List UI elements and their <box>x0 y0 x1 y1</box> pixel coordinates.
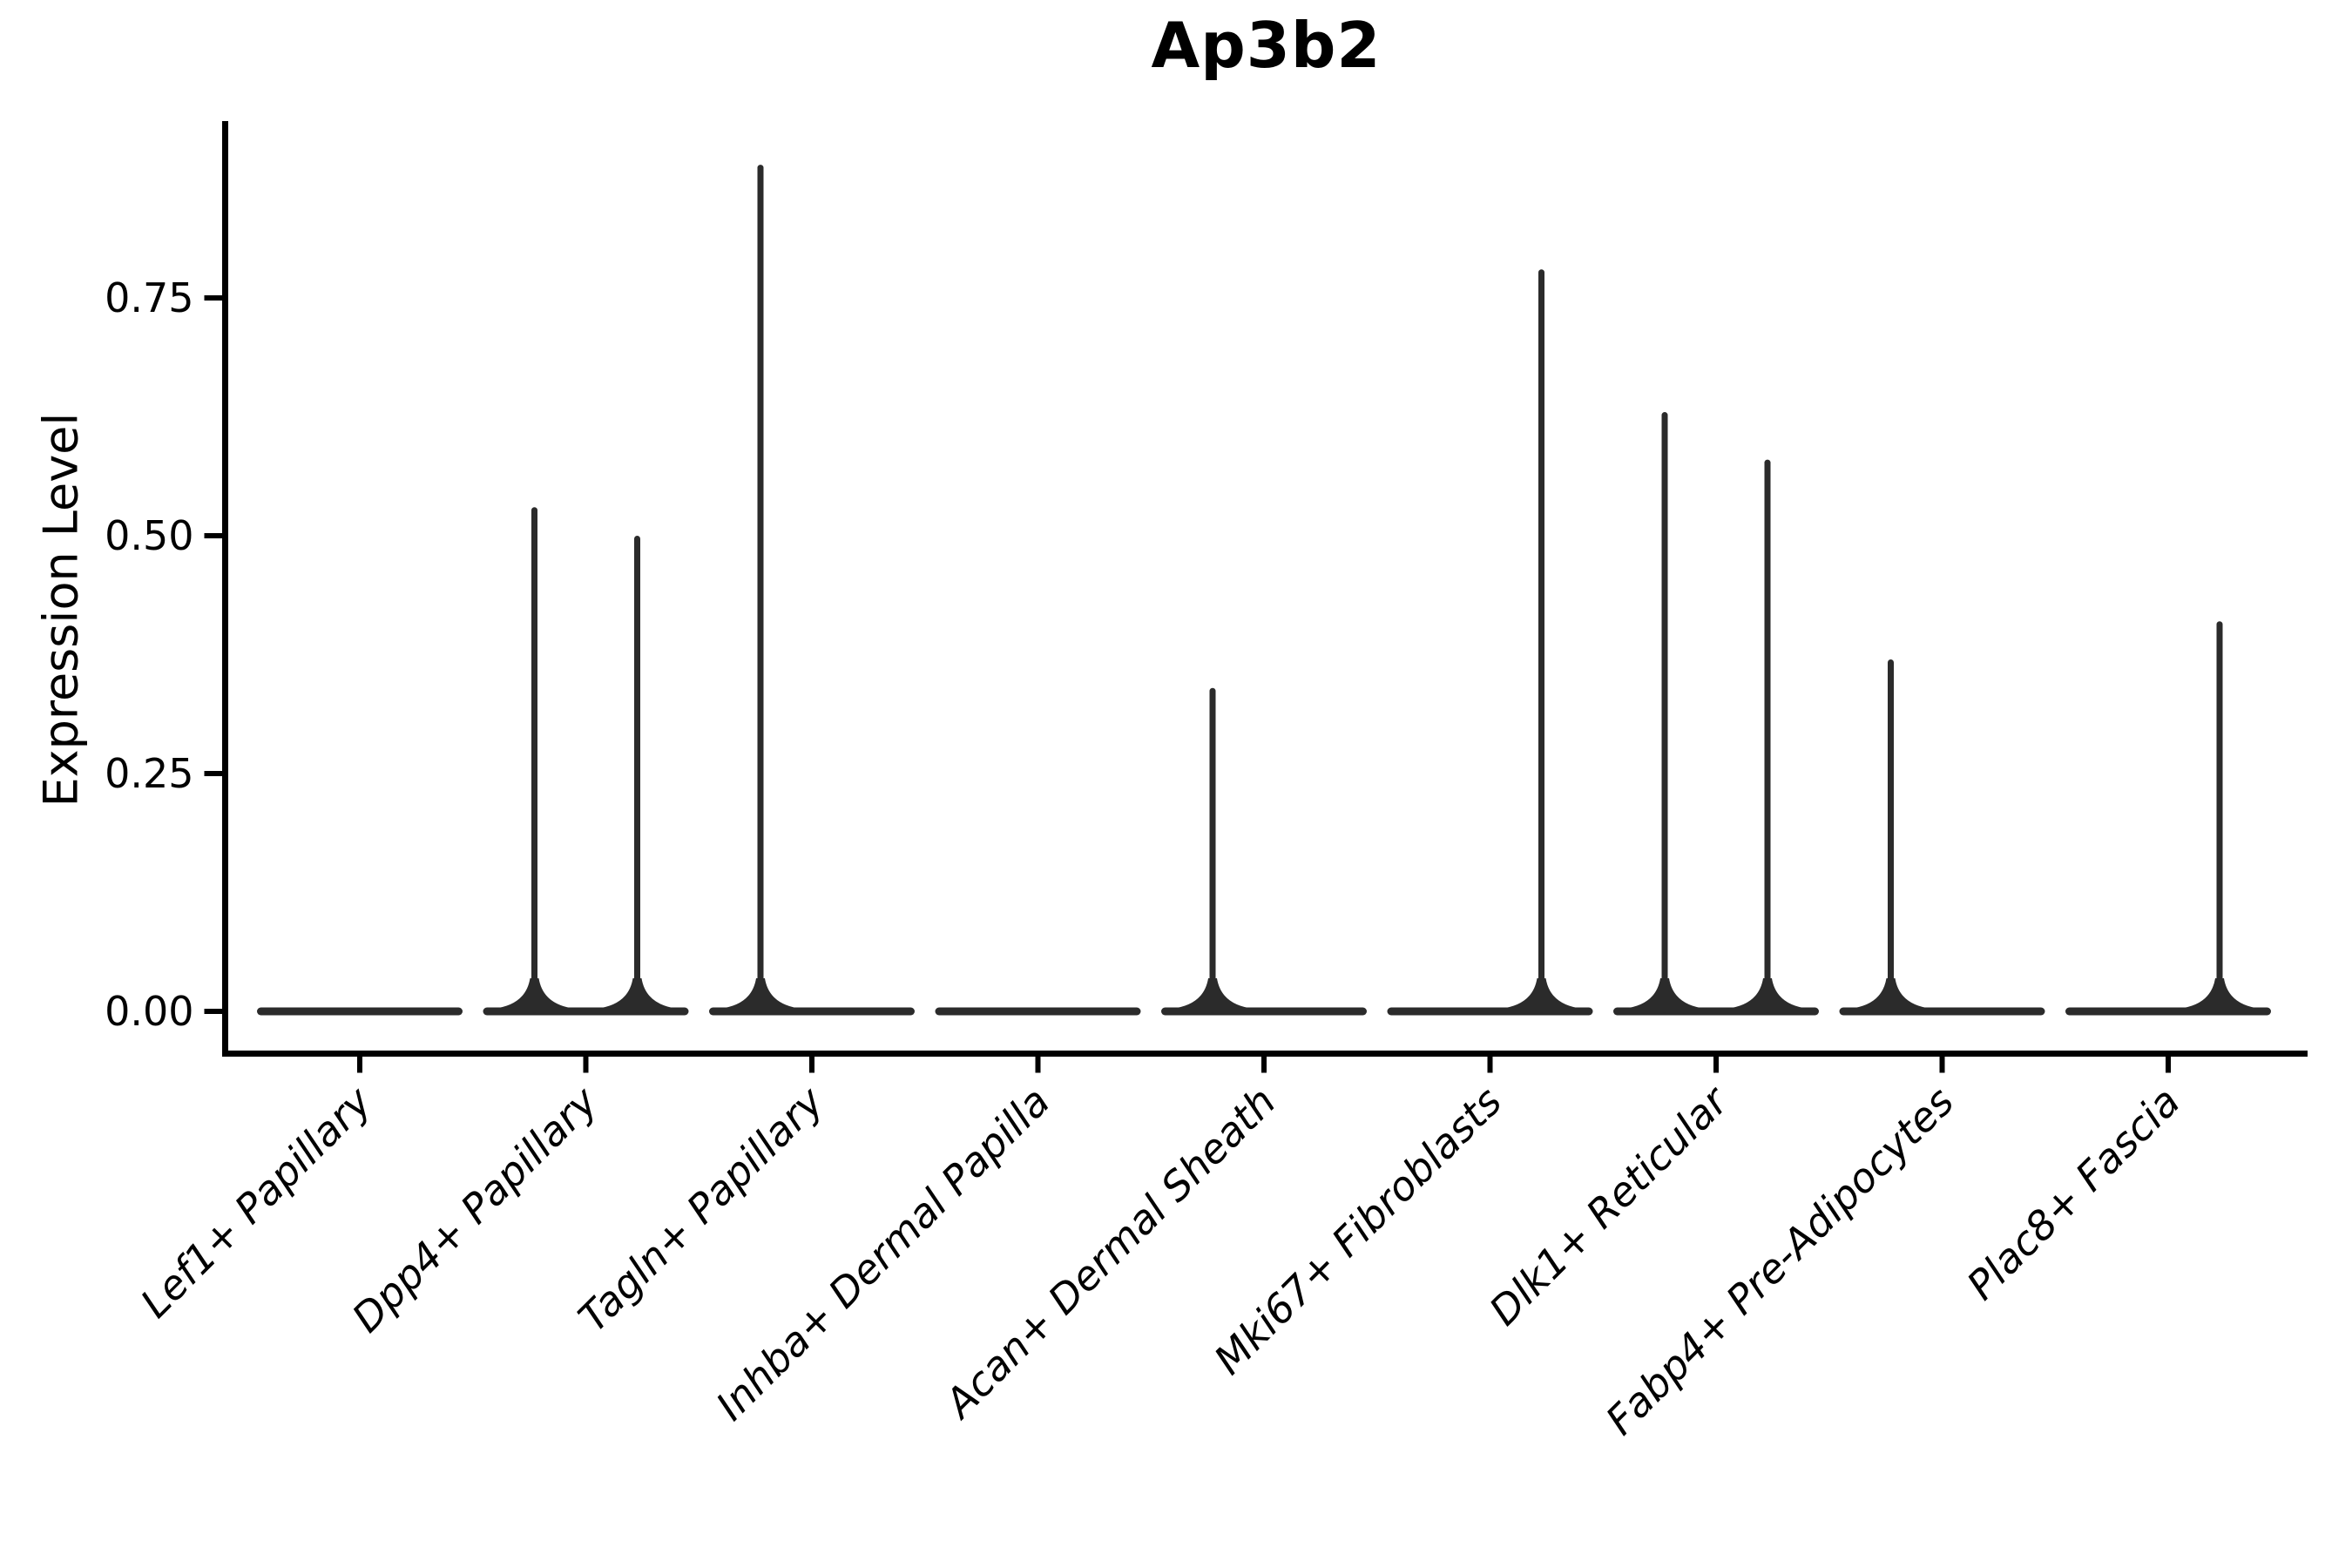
chart-title: Ap3b2 <box>1151 9 1382 82</box>
violin-spike <box>1209 687 1216 1013</box>
violin-spike <box>1888 659 1894 1013</box>
violin-spike <box>1538 269 1544 1013</box>
violin-spike <box>634 536 640 1013</box>
violin-spike <box>757 165 764 1013</box>
x-tick-label: Dpp4+ Papillary <box>343 1078 607 1342</box>
violin-base <box>935 1007 1141 1016</box>
violin-spike <box>2216 621 2223 1013</box>
violin-spike <box>531 507 537 1013</box>
y-tick-label: 0.75 <box>105 274 193 321</box>
x-tick-label: Lef1+ Papillary <box>132 1078 381 1327</box>
violin-spike <box>1661 412 1668 1013</box>
x-tick-label: Plac8+ Fascia <box>1957 1078 2188 1308</box>
y-tick-label: 0.25 <box>105 750 193 797</box>
y-tick-label: 0.50 <box>105 512 193 559</box>
x-tick-label: Dlk1+ Reticular <box>1480 1076 1739 1335</box>
violin-spike <box>1764 459 1771 1013</box>
y-tick-label: 0.00 <box>105 988 193 1035</box>
violin-base <box>257 1007 463 1016</box>
x-tick-label: Tagln+ Papillary <box>569 1078 833 1342</box>
